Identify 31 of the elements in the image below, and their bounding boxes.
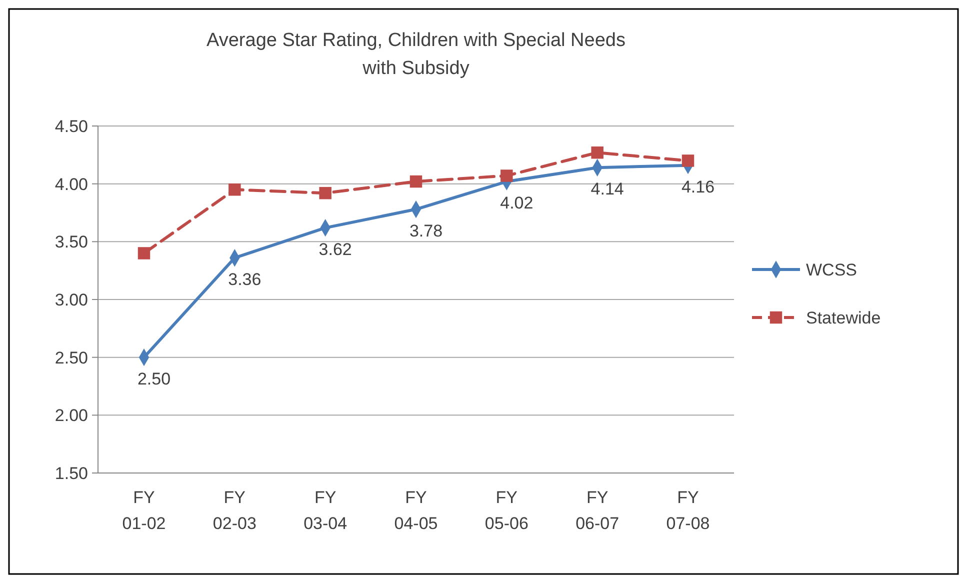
point: [500, 170, 513, 182]
y-tick-label: 1.50: [54, 464, 88, 483]
y-tick-label: 2.50: [54, 348, 88, 368]
x-tick-label: FY 07-08: [666, 488, 710, 533]
y-tick-label: 3.00: [54, 290, 88, 310]
data-label: 3.78: [409, 221, 443, 240]
point: [319, 186, 332, 200]
y-tick-label: 2.00: [54, 406, 88, 426]
legend-label: Statewide: [806, 308, 881, 328]
point: [228, 183, 241, 196]
data-label: 4.14: [590, 180, 624, 199]
y-tick-label: 3.50: [54, 232, 88, 252]
x-tick-label: FY 06-07: [576, 488, 620, 533]
data-label: 2.50: [137, 369, 171, 388]
point: [682, 154, 694, 167]
y-tick-label: 4.50: [54, 116, 88, 136]
x-tick-label: FY 03-04: [304, 488, 348, 533]
legend-label: WCSS: [806, 260, 857, 280]
y-tick-label: 4.00: [54, 174, 88, 194]
x-tick-label: FY 04-05: [394, 488, 438, 533]
chart-title: Average Star Rating, Children with Special Needs with Subsidy: [206, 30, 626, 79]
point: [591, 146, 604, 159]
data-label: 3.62: [318, 240, 352, 259]
data-label: 4.16: [681, 177, 715, 196]
data-label: 4.02: [500, 194, 534, 213]
x-tick-label: FY 01-02: [122, 488, 166, 533]
x-tick-label: FY 02-03: [212, 488, 256, 533]
data-label: 3.36: [228, 270, 262, 289]
x-tick-label: FY 05-06: [484, 488, 528, 533]
point: [410, 175, 422, 188]
point: [138, 247, 150, 260]
